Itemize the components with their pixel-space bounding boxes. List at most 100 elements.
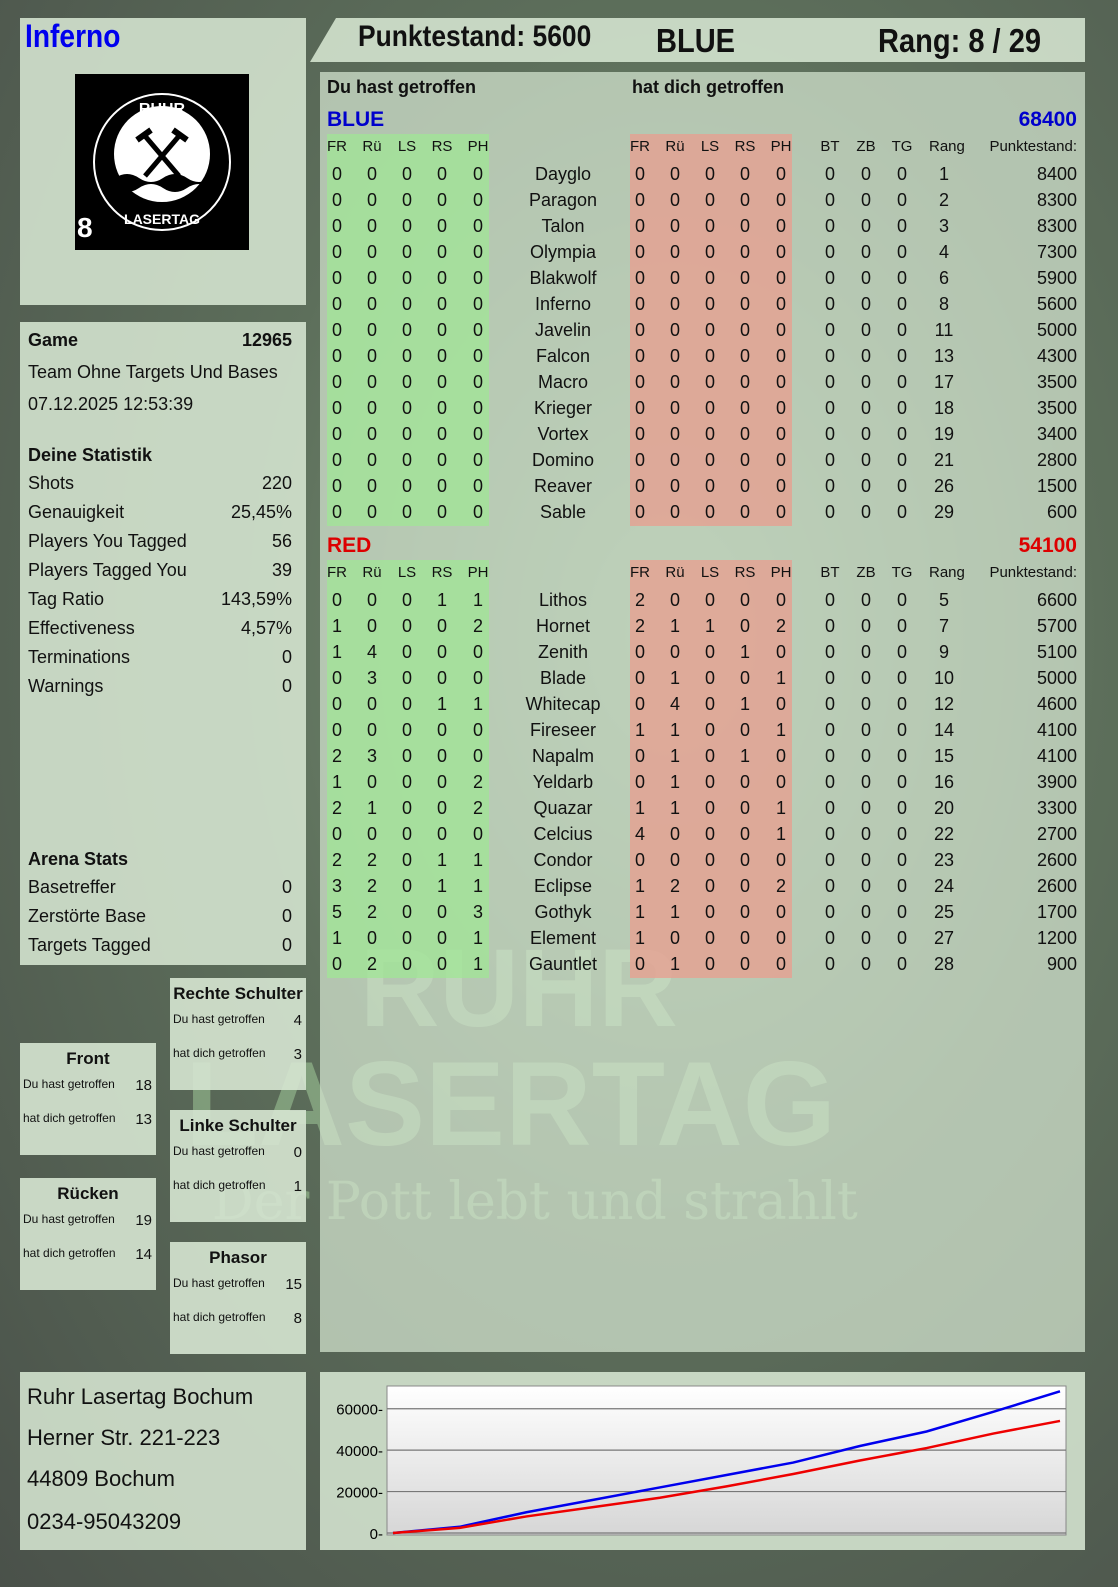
- cell: 0: [401, 590, 412, 610]
- cell: 2: [366, 902, 377, 922]
- zone-title: Linke Schulter: [179, 1116, 297, 1135]
- table-row: 1 0 0 0 2 2 1 1 0 2 0 0 0 7 5700 Hornet: [0, 616, 1118, 642]
- cell: 1: [739, 642, 750, 662]
- series-line-blue: [392, 1390, 1061, 1535]
- cell: 1: [436, 590, 447, 610]
- cell: 11: [934, 320, 954, 340]
- table-row: 1 0 0 0 1 1 0 0 0 0 0 0 0 27 1200 Element: [0, 928, 1118, 954]
- hit-you-column-bg: [630, 560, 792, 978]
- cell: 0: [366, 824, 377, 844]
- cell: 0: [401, 424, 412, 444]
- cell: 0: [472, 450, 483, 470]
- cell: 0: [896, 746, 907, 766]
- cell: 1: [436, 694, 447, 714]
- y-tick-label: 60000-: [336, 1402, 383, 1419]
- player-name-cell: Napalm: [531, 746, 595, 766]
- stat-value: 56: [271, 531, 292, 551]
- column-header: Rang: [929, 564, 965, 581]
- cell: 0: [634, 772, 645, 792]
- player-name-cell: Zenith: [537, 642, 589, 662]
- cell: 15: [933, 746, 955, 766]
- cell: 0: [634, 476, 645, 496]
- cell: 0: [669, 824, 680, 844]
- player-name-cell: Gauntlet: [528, 954, 598, 974]
- cell: 0: [634, 216, 645, 236]
- table-row: 2 1 0 0 2 1 1 0 0 1 0 0 0 20 3300 Quazar: [0, 798, 1118, 824]
- cell: 0: [366, 616, 377, 636]
- cell: 1: [669, 772, 680, 792]
- cell: 0: [401, 642, 412, 662]
- cell: 2: [472, 616, 483, 636]
- cell: 0: [860, 372, 871, 392]
- zone-hit-you-value: 1: [293, 1178, 302, 1195]
- cell: 0: [401, 242, 412, 262]
- cell: 0: [436, 372, 447, 392]
- cell: 0: [401, 450, 412, 470]
- cell: 0: [401, 372, 412, 392]
- cell: 8300: [1036, 190, 1077, 210]
- stat-label: Terminations: [28, 647, 131, 667]
- cell: 0: [669, 372, 680, 392]
- cell: 0: [401, 616, 412, 636]
- cell: 0: [401, 502, 412, 522]
- cell: 0: [896, 268, 907, 288]
- cell: 1: [938, 164, 949, 184]
- cell: 0: [331, 694, 342, 714]
- cell: 0: [896, 164, 907, 184]
- cell: 0: [436, 268, 447, 288]
- cell: 0: [634, 850, 645, 870]
- stat-row: Effectiveness 4,57%: [28, 618, 292, 639]
- cell: 0: [401, 746, 412, 766]
- stat-row: Players Tagged You 39: [28, 560, 292, 581]
- column-header: TG: [891, 564, 913, 581]
- cell: 1: [634, 720, 645, 740]
- cell: 0: [775, 746, 786, 766]
- cell: 0: [401, 720, 412, 740]
- cell: 3: [938, 216, 949, 236]
- cell: 0: [860, 216, 871, 236]
- cell: 0: [704, 928, 715, 948]
- cell: 0: [860, 502, 871, 522]
- cell: 0: [472, 398, 483, 418]
- cell: 0: [860, 772, 871, 792]
- cell: 2: [938, 190, 949, 210]
- cell: 2800: [1036, 450, 1077, 470]
- cell: 0: [401, 476, 412, 496]
- score-header: Punktestand: 5600 BLUE Rang: 8 / 29: [310, 18, 1085, 62]
- cell: 0: [739, 450, 750, 470]
- cell: 2600: [1036, 850, 1077, 870]
- cell: 3900: [1036, 772, 1077, 792]
- series-line-red: [392, 1419, 1061, 1535]
- cell: 0: [472, 424, 483, 444]
- table-row: 0 0 0 0 0 0 0 0 0 0 0 0 0 13 4300 Falcon: [0, 346, 1118, 372]
- cell: 0: [775, 902, 786, 922]
- cell: 0: [739, 954, 750, 974]
- player-name-cell: Whitecap: [525, 694, 601, 714]
- player-name-cell: Krieger: [533, 398, 593, 418]
- cell: 0: [860, 616, 871, 636]
- cell: 0: [436, 242, 447, 262]
- cell: 0: [366, 216, 377, 236]
- cell: 0: [824, 746, 835, 766]
- cell: 0: [704, 320, 715, 340]
- zone-you-hit-label: Du hast getroffen: [23, 1077, 115, 1091]
- game-label: Game: [28, 330, 79, 350]
- table-row: 0 0 0 0 0 0 0 0 0 0 0 0 0 3 8300 Talon: [0, 216, 1118, 242]
- cell: 0: [366, 164, 377, 184]
- cell: 2: [366, 850, 377, 870]
- cell: 0: [366, 928, 377, 948]
- cell: 0: [775, 590, 786, 610]
- table-row: 0 0 0 0 0 1 1 0 0 1 0 0 0 14 4100 Fireseer: [0, 720, 1118, 746]
- cell: 0: [775, 954, 786, 974]
- cell: 0: [669, 642, 680, 662]
- cell: 0: [704, 294, 715, 314]
- column-header: RS: [431, 138, 453, 155]
- cell: 0: [366, 294, 377, 314]
- cell: 0: [860, 294, 871, 314]
- cell: 0: [775, 216, 786, 236]
- address-line-1: Ruhr Lasertag Bochum: [27, 1384, 254, 1409]
- cell: 0: [472, 642, 483, 662]
- score-table-panel: BLUE 68400 FR Rü LS RS PH FR Rü LS RS PH BT ZB TG Rang P…: [320, 72, 1085, 1352]
- cell: 0: [824, 294, 835, 314]
- cell: 1: [331, 928, 342, 948]
